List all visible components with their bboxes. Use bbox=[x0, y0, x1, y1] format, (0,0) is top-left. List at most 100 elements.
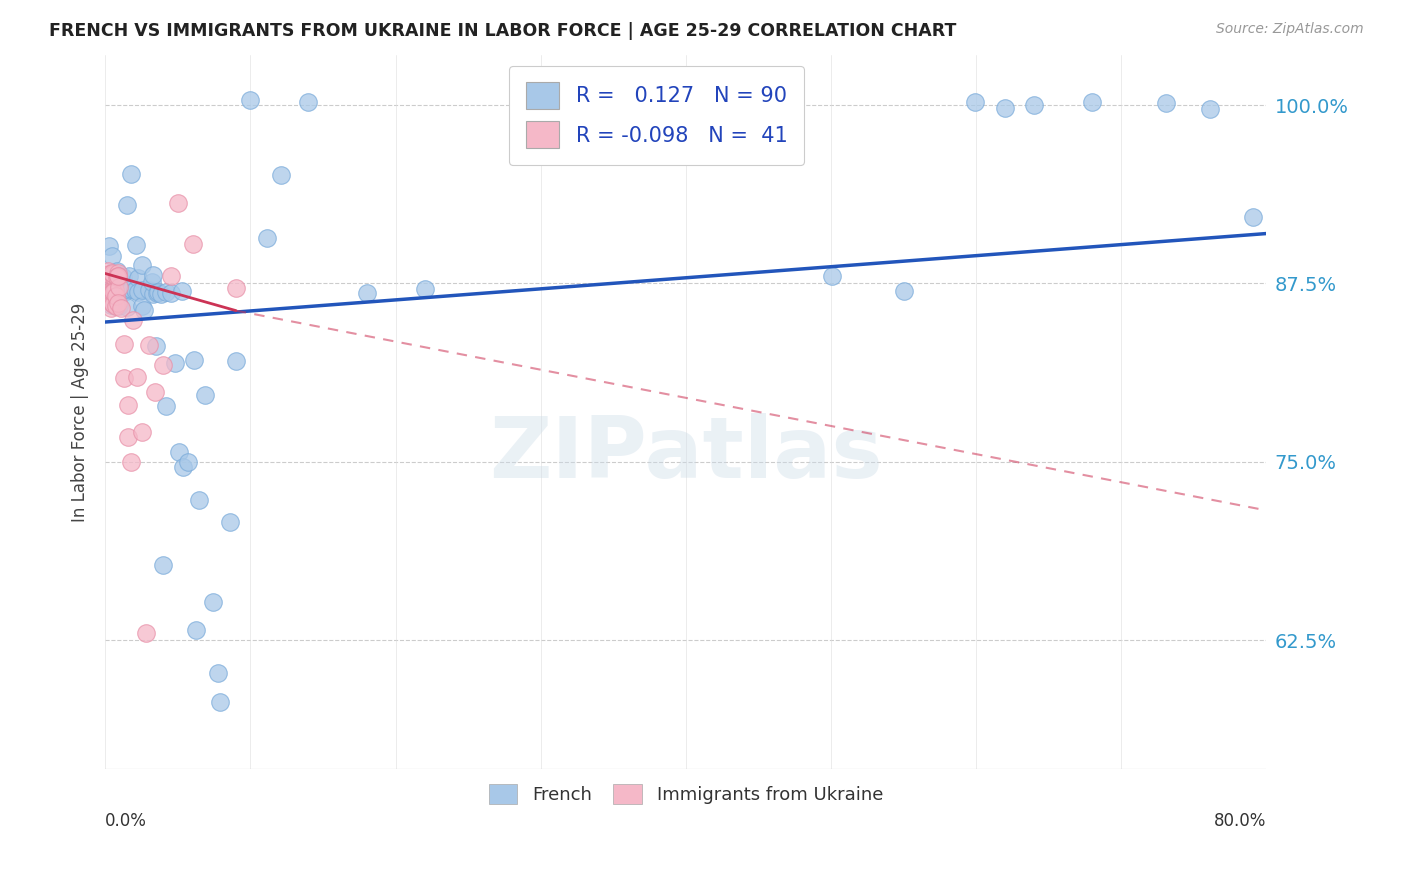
Point bbox=[194, 388, 217, 402]
Point bbox=[138, 284, 160, 298]
Point bbox=[141, 275, 163, 289]
Point bbox=[152, 358, 174, 372]
Point bbox=[107, 268, 129, 283]
Point bbox=[149, 286, 172, 301]
Point bbox=[146, 285, 169, 300]
Point bbox=[114, 371, 136, 385]
Point bbox=[107, 269, 129, 284]
Point bbox=[108, 280, 131, 294]
Point bbox=[101, 267, 124, 281]
Point bbox=[107, 295, 129, 310]
Text: FRENCH VS IMMIGRANTS FROM UKRAINE IN LABOR FORCE | AGE 25-29 CORRELATION CHART: FRENCH VS IMMIGRANTS FROM UKRAINE IN LAB… bbox=[49, 22, 956, 40]
Point bbox=[104, 285, 127, 299]
Point bbox=[270, 168, 292, 182]
Point bbox=[155, 399, 177, 413]
Point bbox=[112, 270, 135, 285]
Point bbox=[225, 281, 247, 295]
Point bbox=[141, 268, 163, 283]
Point bbox=[105, 264, 128, 278]
Point bbox=[98, 270, 121, 285]
Point bbox=[105, 289, 128, 303]
Point bbox=[97, 268, 120, 282]
Point bbox=[117, 430, 139, 444]
Point bbox=[114, 282, 136, 296]
Point bbox=[124, 283, 146, 297]
Point bbox=[120, 455, 142, 469]
Point bbox=[125, 283, 148, 297]
Point bbox=[103, 285, 125, 300]
Point bbox=[105, 283, 128, 297]
Point bbox=[103, 283, 125, 297]
Point bbox=[103, 269, 125, 284]
Point bbox=[1199, 102, 1222, 116]
Point bbox=[994, 101, 1017, 115]
Point bbox=[600, 100, 623, 114]
Point bbox=[256, 231, 278, 245]
Point bbox=[100, 285, 122, 300]
Point bbox=[117, 198, 139, 212]
Point bbox=[181, 237, 204, 252]
Point bbox=[704, 100, 727, 114]
Point bbox=[207, 665, 229, 680]
Point bbox=[107, 294, 129, 309]
Point bbox=[112, 285, 135, 300]
Point bbox=[104, 284, 127, 298]
Point bbox=[122, 313, 145, 327]
Point bbox=[219, 515, 242, 529]
Legend: French, Immigrants from Ukraine: French, Immigrants from Ukraine bbox=[479, 775, 893, 814]
Point bbox=[105, 269, 128, 284]
Point bbox=[159, 269, 181, 284]
Point bbox=[98, 268, 121, 282]
Point bbox=[100, 266, 122, 280]
Point bbox=[105, 299, 128, 313]
Point bbox=[1241, 211, 1264, 225]
Point bbox=[104, 296, 127, 310]
Point bbox=[100, 284, 122, 298]
Point bbox=[112, 337, 135, 351]
Point bbox=[98, 285, 121, 299]
Point bbox=[146, 285, 169, 300]
Point bbox=[101, 296, 124, 310]
Point bbox=[107, 270, 129, 285]
Point bbox=[103, 272, 125, 286]
Point bbox=[107, 299, 129, 313]
Text: ZIPatlas: ZIPatlas bbox=[489, 413, 883, 496]
Point bbox=[145, 339, 167, 353]
Point bbox=[201, 595, 224, 609]
Point bbox=[170, 284, 193, 298]
Point bbox=[111, 278, 134, 293]
Point bbox=[208, 695, 231, 709]
Point bbox=[107, 266, 129, 280]
Point bbox=[821, 268, 844, 283]
Text: 80.0%: 80.0% bbox=[1215, 812, 1267, 830]
Point bbox=[111, 282, 134, 296]
Point bbox=[100, 298, 122, 312]
Point bbox=[1156, 96, 1178, 111]
Point bbox=[108, 298, 131, 312]
Point bbox=[142, 287, 165, 301]
Point bbox=[356, 285, 378, 300]
Point bbox=[134, 626, 156, 640]
Point bbox=[125, 369, 148, 384]
Point bbox=[120, 282, 142, 296]
Point bbox=[101, 284, 124, 298]
Point bbox=[115, 301, 138, 315]
Point bbox=[143, 384, 166, 399]
Text: 0.0%: 0.0% bbox=[105, 812, 148, 830]
Point bbox=[127, 285, 149, 299]
Point bbox=[965, 95, 987, 110]
Point bbox=[98, 239, 121, 253]
Point bbox=[1022, 98, 1045, 112]
Point bbox=[132, 303, 155, 318]
Point bbox=[138, 338, 160, 352]
Point bbox=[104, 283, 127, 297]
Point bbox=[107, 283, 129, 297]
Point bbox=[166, 196, 188, 211]
Point bbox=[125, 238, 148, 252]
Point bbox=[104, 273, 127, 287]
Point bbox=[893, 284, 915, 298]
Point bbox=[100, 267, 122, 281]
Point bbox=[167, 445, 190, 459]
Point bbox=[120, 167, 142, 181]
Point bbox=[160, 285, 183, 300]
